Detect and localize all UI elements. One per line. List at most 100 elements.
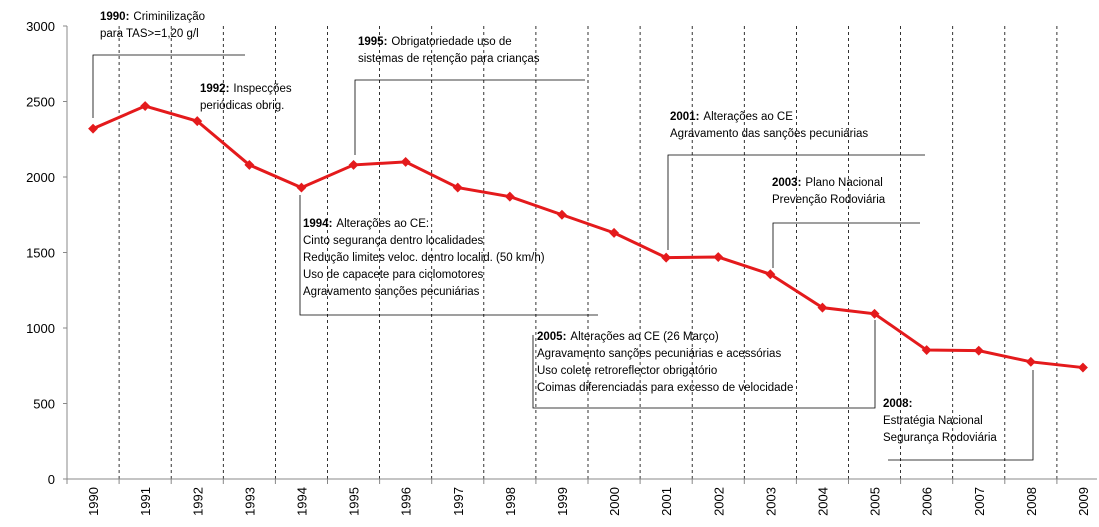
annotation-text: Redução limites veloc. dentro localid. (… bbox=[303, 252, 545, 264]
annotation-line: Agravamento sanções pecuniárias e acessó… bbox=[537, 348, 781, 360]
annotation-line: Redução limites veloc. dentro localid. (… bbox=[303, 252, 545, 264]
data-point bbox=[1025, 356, 1036, 367]
annotation: 1990: Criminilização para TAS>=1,20 g/l bbox=[92, 11, 245, 118]
annotation-year: 2003: bbox=[772, 177, 801, 189]
x-tick-label: 1998 bbox=[503, 487, 518, 516]
annotation-text: Agravamento sanções pecuniárias e acessó… bbox=[537, 348, 781, 360]
annotation-bracket bbox=[667, 154, 925, 250]
annotation-text: Uso colete retroreflector obrigatório bbox=[537, 365, 717, 377]
x-tick-label: 2002 bbox=[711, 487, 726, 516]
annotation-text: 2008: bbox=[883, 398, 912, 410]
x-tick-label: 1995 bbox=[347, 487, 362, 516]
data-point bbox=[452, 182, 463, 193]
annotation-text: Prevenção Rodoviária bbox=[772, 194, 886, 206]
annotation-line: para TAS>=1,20 g/l bbox=[100, 28, 199, 40]
annotation-line: Cinto segurança dentro localidades bbox=[303, 235, 484, 247]
data-point bbox=[661, 252, 672, 263]
annotation-line: Inspecções bbox=[233, 83, 291, 95]
data-line bbox=[92, 104, 1084, 370]
annotation: 2008: Estratégia Nacional Segurança Rodovi… bbox=[883, 370, 1034, 461]
annotation-line: Alterações ao CE (26 Março) bbox=[570, 331, 718, 343]
y-tick-label: 2500 bbox=[26, 95, 55, 110]
annotation-text: 1992: Inspecções bbox=[200, 83, 292, 95]
annotation: 1995: Obrigatoriedade uso de sistemas de r… bbox=[354, 36, 585, 155]
annotation-text: 1994: Alterações ao CE: bbox=[303, 218, 429, 230]
data-point bbox=[817, 302, 828, 313]
data-point bbox=[400, 156, 411, 167]
annotation-bracket bbox=[772, 222, 920, 268]
annotation-text: 2001: Alterações ao CE bbox=[670, 111, 793, 123]
data-point bbox=[921, 345, 932, 355]
data-point bbox=[609, 227, 619, 238]
data-point bbox=[296, 182, 307, 193]
x-tick-label: 1996 bbox=[399, 487, 414, 516]
annotation-year: 2008: bbox=[883, 398, 912, 410]
annotation-text: Cinto segurança dentro localidades bbox=[303, 235, 484, 247]
x-tick-label: 2001 bbox=[659, 487, 674, 516]
annotation-text: para TAS>=1,20 g/l bbox=[100, 28, 199, 40]
x-tick-label: 2006 bbox=[920, 487, 935, 516]
annotation-text: 2005: Alterações ao CE (26 Março) bbox=[537, 331, 719, 343]
annotation-text: 1990: Criminilização bbox=[100, 11, 205, 23]
x-tick-label: 1992 bbox=[190, 487, 205, 516]
annotation-text: Estratégia Nacional bbox=[883, 415, 983, 427]
y-tick-label: 3000 bbox=[26, 19, 55, 34]
annotation: 1992: Inspecções periódicas obrig. bbox=[200, 83, 292, 112]
annotation-line: Agravamento das sanções pecuniárias bbox=[670, 128, 868, 140]
annotation-year: 1995: bbox=[358, 36, 387, 48]
annotation: 1994: Alterações ao CE: Cinto segurança de… bbox=[299, 195, 598, 316]
annotation-line: Agravamento sanções pecuniárias bbox=[303, 286, 480, 298]
annotation-line: Coimas diferenciadas para excesso de vel… bbox=[537, 382, 793, 394]
y-tick-label: 1000 bbox=[26, 321, 55, 336]
annotation-year: 1994: bbox=[303, 218, 332, 230]
x-tick-label: 1997 bbox=[451, 487, 466, 516]
x-tick-label: 2009 bbox=[1076, 487, 1091, 516]
annotation-year: 2001: bbox=[670, 111, 699, 123]
annotation-year: 1990: bbox=[100, 11, 129, 23]
annotation-text: Agravamento das sanções pecuniárias bbox=[670, 128, 868, 140]
data-point bbox=[88, 123, 98, 134]
data-point bbox=[244, 159, 255, 170]
x-tick-label: 1994 bbox=[294, 487, 309, 516]
annotation-line: Alterações ao CE: bbox=[336, 218, 429, 230]
annotation-text: Segurança Rodoviária bbox=[883, 432, 997, 444]
annotation-line: Prevenção Rodoviária bbox=[772, 194, 886, 206]
data-point bbox=[192, 116, 203, 127]
y-tick-label: 2000 bbox=[26, 170, 55, 185]
annotation-line: Uso de capacete para ciclomotores bbox=[303, 269, 484, 281]
annotation-line: Plano Nacional bbox=[805, 177, 882, 189]
x-tick-label: 2008 bbox=[1024, 487, 1039, 516]
data-point bbox=[1078, 362, 1088, 373]
x-tick-label: 1993 bbox=[242, 487, 257, 516]
data-point bbox=[869, 308, 880, 319]
annotation-line: Estratégia Nacional bbox=[883, 415, 983, 427]
annotation-year: 1992: bbox=[200, 83, 229, 95]
annotation-line: sistemas de retenção para crianças bbox=[358, 53, 540, 65]
x-tick-label: 1990 bbox=[86, 487, 101, 516]
x-tick-label: 1999 bbox=[555, 487, 570, 516]
data-point bbox=[348, 159, 359, 170]
annotation-text: sistemas de retenção para crianças bbox=[358, 53, 540, 65]
annotation: 2003: Plano Nacional Prevenção Rodoviária bbox=[772, 177, 920, 268]
data-point bbox=[557, 209, 567, 220]
data-point bbox=[140, 101, 151, 111]
annotation-text: 2003: Plano Nacional bbox=[772, 177, 883, 189]
annotation-line: Alterações ao CE bbox=[703, 111, 793, 123]
annotation-line: Obrigatoriedade uso de bbox=[391, 36, 511, 48]
data-point bbox=[504, 191, 515, 202]
x-tick-label: 1991 bbox=[138, 487, 153, 516]
annotation-bracket bbox=[354, 79, 585, 155]
y-tick-label: 0 bbox=[48, 472, 55, 487]
annotation-year: 2005: bbox=[537, 331, 566, 343]
data-point bbox=[973, 345, 984, 356]
annotation-text: Agravamento sanções pecuniárias bbox=[303, 286, 480, 298]
annotation-text: periódicas obrig. bbox=[200, 100, 284, 112]
x-tick-label: 2003 bbox=[763, 487, 778, 516]
annotation: 2005: Alterações ao CE (26 Março) Agravame… bbox=[532, 320, 876, 409]
annotation-bracket bbox=[532, 320, 876, 409]
annotation-bracket bbox=[888, 370, 1034, 461]
x-tick-label: 2000 bbox=[607, 487, 622, 516]
x-tick-label: 2005 bbox=[868, 487, 883, 516]
annotation-line: Uso colete retroreflector obrigatório bbox=[537, 365, 717, 377]
annotation-line: periódicas obrig. bbox=[200, 100, 284, 112]
